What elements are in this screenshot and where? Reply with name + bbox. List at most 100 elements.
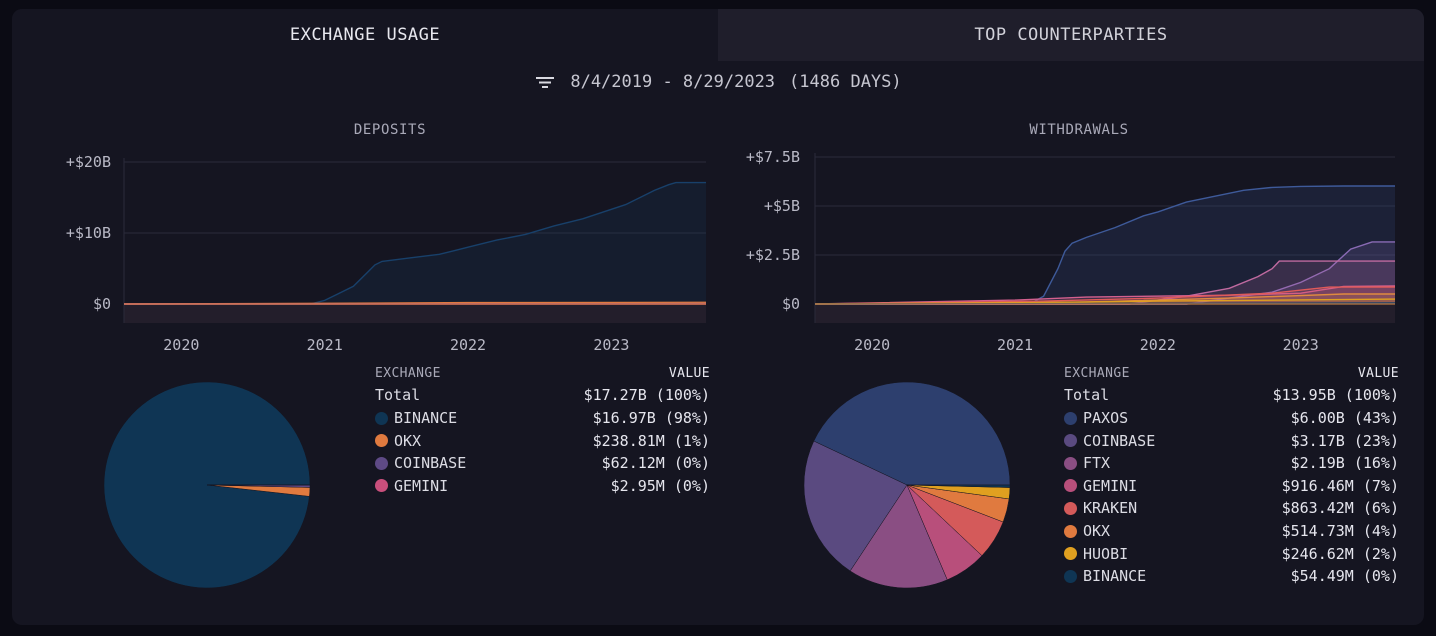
exchange-label: PAXOS — [1083, 409, 1129, 427]
series-area-coinbase — [815, 241, 1395, 304]
row-label-wrap: KRAKEN — [1064, 499, 1137, 517]
date-range-days: (1486 DAYS) — [789, 72, 902, 92]
y-tick-label: $0 — [93, 295, 111, 313]
exchange-value: $238.81M (1%) — [592, 431, 710, 450]
exchange-panel: EXCHANGE USAGE TOP COUNTERPARTIES 8/4/20… — [12, 9, 1424, 625]
exchange-label: FTX — [1083, 454, 1111, 473]
legend-dot — [375, 456, 388, 470]
series-line-ftx — [815, 260, 1395, 305]
exchange-value: $16.97B (98%) — [592, 409, 710, 427]
table-row[interactable]: BINANCE $16.97B (98%) — [375, 407, 710, 429]
x-tick-label: 2023 — [1283, 336, 1319, 354]
exchange-label: COINBASE — [394, 454, 467, 473]
legend-dot — [1064, 547, 1077, 561]
y-tick-label: +$10B — [66, 224, 111, 242]
y-tick-label: +$20B — [66, 153, 111, 171]
series-line-coinbase — [815, 241, 1395, 305]
table-row[interactable]: OKX $238.81M (1%) — [375, 430, 710, 452]
legend-dot — [375, 434, 388, 448]
table-header: EXCHANGE VALUE — [1064, 362, 1399, 384]
table-row[interactable]: OKX $514.73M (4%) — [1064, 520, 1399, 542]
exchange-label: KRAKEN — [1083, 499, 1138, 518]
legend-dot — [1064, 456, 1077, 470]
series-line-paxos — [815, 185, 1395, 305]
table-row[interactable]: KRAKEN $863.42M (6%) — [1064, 497, 1399, 519]
total-label: Total — [375, 386, 421, 404]
exchange-value: $54.49M (0%) — [1290, 567, 1399, 586]
table-row[interactable]: HUOBI $246.62M (2%) — [1064, 543, 1399, 565]
below-zero-band — [124, 304, 706, 323]
deposits-table: EXCHANGE VALUE Total $17.27B (100%) BINA… — [375, 362, 710, 502]
row-label-wrap: OKX — [1064, 522, 1110, 540]
row-label-wrap: GEMINI — [375, 477, 448, 495]
total-value: $17.27B (100%) — [583, 386, 710, 404]
x-tick-label: 2021 — [307, 336, 343, 354]
tab-bar: EXCHANGE USAGE TOP COUNTERPARTIES — [12, 9, 1424, 61]
row-label-wrap: GEMINI — [1064, 477, 1137, 495]
table-row[interactable]: PAXOS $6.00B (43%) — [1064, 407, 1399, 429]
pie-slice-ftx — [849, 484, 948, 589]
x-tick-label: 2020 — [854, 336, 890, 354]
filter-icon[interactable] — [534, 74, 556, 90]
table-row[interactable]: COINBASE $62.12M (0%) — [375, 452, 710, 474]
table-row[interactable]: COINBASE $3.17B (23%) — [1064, 430, 1399, 452]
header-exchange: EXCHANGE — [375, 365, 441, 381]
withdrawals-table: EXCHANGE VALUE Total $13.95B (100%) PAXO… — [1064, 362, 1399, 592]
x-tick-label: 2022 — [450, 336, 486, 354]
withdrawals-title: WITHDRAWALS — [1029, 122, 1129, 138]
row-label-wrap: PAXOS — [1064, 409, 1128, 427]
x-tick-label: 2022 — [1140, 336, 1176, 354]
series-area-paxos — [815, 186, 1395, 304]
date-range-text[interactable]: 8/4/2019 - 8/29/2023 — [570, 72, 776, 92]
series-area-binance — [124, 182, 706, 304]
pie-slice-coinbase — [803, 440, 908, 572]
table-row[interactable]: GEMINI $2.95M (0%) — [375, 475, 710, 497]
table-row[interactable]: BINANCE $54.49M (0%) — [1064, 565, 1399, 587]
pie-slice-paxos — [813, 381, 1011, 486]
x-tick-label: 2020 — [163, 336, 199, 354]
legend-dot — [375, 479, 388, 493]
table-header: EXCHANGE VALUE — [375, 362, 710, 384]
total-row: Total $13.95B (100%) — [1064, 384, 1399, 406]
exchange-label: OKX — [394, 431, 422, 450]
table-row[interactable]: FTX $2.19B (16%) — [1064, 452, 1399, 474]
legend-dot — [1064, 501, 1077, 515]
exchange-value: $62.12M (0%) — [601, 454, 710, 473]
series-area-ftx — [815, 261, 1395, 304]
total-row: Total $17.27B (100%) — [375, 384, 710, 406]
exchange-value: $246.62M (2%) — [1281, 544, 1399, 563]
exchange-label: OKX — [1083, 522, 1111, 540]
x-tick-label: 2023 — [593, 336, 629, 354]
date-range-row: 8/4/2019 - 8/29/2023 (1486 DAYS) — [12, 69, 1424, 95]
header-exchange: EXCHANGE — [1064, 365, 1130, 381]
series-line-kraken — [814, 286, 1395, 305]
pie-slice-binance — [906, 484, 1011, 488]
row-label-wrap: COINBASE — [1064, 432, 1155, 450]
legend-dot — [1064, 569, 1077, 583]
legend-dot — [1064, 479, 1077, 493]
total-value: $13.95B (100%) — [1272, 386, 1399, 404]
exchange-value: $514.73M (4%) — [1281, 522, 1399, 540]
legend-dot — [1064, 411, 1077, 425]
header-value: VALUE — [668, 365, 710, 381]
tab-top-counterparties[interactable]: TOP COUNTERPARTIES — [718, 9, 1424, 61]
header-value: VALUE — [1357, 365, 1399, 381]
row-label-wrap: OKX — [375, 432, 421, 450]
y-tick-label: +$2.5B — [746, 246, 800, 264]
exchange-value: $2.19B (16%) — [1290, 454, 1399, 473]
row-label-wrap: BINANCE — [375, 409, 457, 427]
exchange-value: $2.95M (0%) — [610, 476, 710, 495]
row-label-wrap: COINBASE — [375, 454, 466, 472]
deposits-chart: +$20B +$10B $0 2020 2021 2022 2023 — [66, 153, 707, 589]
exchange-label: GEMINI — [394, 476, 449, 495]
tab-exchange-usage[interactable]: EXCHANGE USAGE — [12, 9, 718, 61]
series-area-okx — [815, 294, 1395, 304]
total-label: Total — [1064, 386, 1110, 404]
exchange-value: $916.46M (7%) — [1281, 476, 1399, 495]
x-tick-label: 2021 — [997, 336, 1033, 354]
table-row[interactable]: GEMINI $916.46M (7%) — [1064, 475, 1399, 497]
withdrawals-chart: +$7.5B +$5B +$2.5B $0 2020 2021 2022 2023 — [746, 148, 1396, 589]
y-tick-label: $0 — [782, 295, 800, 313]
exchange-label: COINBASE — [1083, 431, 1156, 450]
legend-dot — [1064, 434, 1077, 448]
